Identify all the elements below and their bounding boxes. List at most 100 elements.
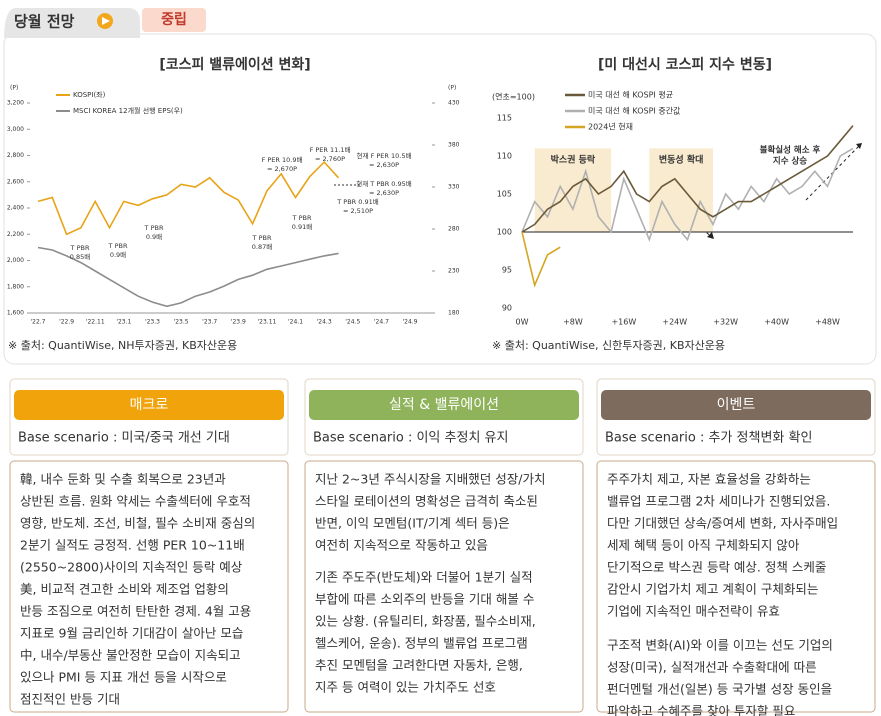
annotation: 불확실성 해소 후 — [760, 145, 821, 156]
card-text: 영향, 반도체. 조선, 비철, 필수 소비재 중심의 — [20, 516, 255, 531]
badge: 중립 — [161, 12, 187, 28]
y-tick-label: 90 — [502, 304, 512, 313]
y-tick-label: 2,400 — [7, 205, 24, 212]
annotation: = 2,510P — [343, 207, 373, 215]
y-tick-label: 105 — [497, 190, 512, 199]
series-line — [37, 246, 339, 308]
source: ※ 출처: QuantiWise, 신한투자증권, KB자산운용 — [492, 339, 725, 352]
card-text: 부합에 따른 소외주의 반등을 기대 해볼 수 — [315, 592, 534, 607]
card-text: 지표로 9월 금리인하 기대감이 살아난 모습 — [20, 626, 243, 641]
y-tick-label: 95 — [502, 266, 512, 275]
x-tick-label: '24.5 — [345, 319, 360, 326]
card-text: 상반된 흐름. 원화 약세는 수출섹터에 우호적 — [20, 494, 251, 509]
x-tick-label: '23.1 — [116, 319, 131, 326]
y2-tick-label: 380 — [448, 142, 460, 149]
card-text: 주주가치 제고, 자본 효율성을 강화하는 — [607, 472, 811, 487]
annotation: 현재 F PER 10.5배 — [357, 151, 412, 160]
annotation: 0.85배 — [70, 252, 90, 261]
y2-tick-label: 230 — [448, 268, 460, 275]
y-tick-label: 2,800 — [7, 152, 24, 159]
card-text: 반등 조짐으로 여전히 탄탄한 경제. 4월 고용 — [20, 604, 251, 619]
legend-label: MSCI KOREA 12개월 선행 EPS(우) — [73, 106, 183, 115]
annotation: 현재 T PBR 0.95배 — [356, 179, 411, 188]
card-title: 실적 & 밸류에이션 — [389, 397, 499, 413]
card-text: 세제 혜택 등이 아직 구체화되지 않아 — [607, 538, 800, 553]
annotation: T PBR — [144, 224, 164, 232]
series-line — [521, 125, 854, 233]
card-body — [304, 460, 584, 713]
annotation: = 2,760P — [315, 155, 345, 163]
legend-label: KOSPI(좌) — [73, 90, 106, 99]
x-tick-label: '24.9 — [402, 319, 417, 326]
card-text: 추진 모멘텀을 고려한다면 자동차, 은행, — [315, 658, 523, 673]
card-text: 中, 내수/부동산 불안정한 모습이 지속되고 — [20, 648, 241, 663]
x-tick-label: '23.7 — [202, 319, 217, 326]
card-text: 다만 기대했던 상속/증여세 변화, 자사주매입 — [607, 516, 838, 531]
annotation: T PBR — [292, 214, 312, 222]
annotation: 지수 상승 — [773, 156, 807, 167]
annotation: T PBR — [108, 242, 128, 250]
annotation: F PER 11.1배 — [310, 145, 351, 154]
card-text: 성장(미국), 실적개선과 수출확대에 따른 — [607, 660, 817, 675]
y-tick-label: 3,000 — [7, 126, 24, 133]
card-text: 2분기 실적도 긍정적. 선행 PER 10~11배 — [20, 538, 245, 553]
y2-tick-label: 430 — [448, 100, 460, 107]
arrow-head — [856, 143, 862, 149]
card-text: 스타일 로테이션의 명확성은 급격히 축소된 — [315, 494, 538, 509]
annotation: = 2,630P — [369, 161, 399, 169]
card-text: 지난 2~3년 주식시장을 지배했던 성장/가치 — [315, 472, 546, 487]
card-text: 밸류업 프로그램 2차 세미나가 진행되었음. — [607, 494, 830, 509]
y-tick-label: 2,200 — [7, 231, 24, 238]
x-tick-label: '22.7 — [30, 319, 45, 326]
y-tick-label: 110 — [497, 152, 512, 161]
card-text: 구조적 변화(AI)와 이를 이끄는 선도 기업의 — [607, 638, 833, 653]
y-tick-label: 2,000 — [7, 257, 24, 264]
y-tick-label: 3,200 — [7, 100, 24, 107]
x-tick-label: +32W — [713, 318, 738, 327]
card-pill — [309, 390, 579, 420]
card-text: 있는 상황. (유틸리티, 화장품, 필수소비재, — [315, 614, 536, 629]
card-scenario: Base scenario : 추가 정책변화 확인 — [605, 431, 812, 446]
card-scenario: Base scenario : 이익 추정치 유지 — [313, 431, 508, 446]
play-glyph — [102, 17, 110, 25]
card-body — [9, 460, 289, 713]
band — [534, 148, 612, 232]
annotation: F PER 10.9배 — [262, 155, 303, 164]
card-text: 韓, 내수 둔화 및 수출 회복으로 23년과 — [20, 472, 226, 487]
card-text: 있으나 PMI 등 지표 개선 등을 시작으로 — [20, 670, 227, 685]
x-tick-label: '22.9 — [59, 319, 74, 326]
tab-title: 당월 전망 — [14, 13, 75, 31]
y-tick-label: 115 — [497, 114, 512, 123]
annotation: 0.9배 — [146, 232, 162, 241]
x-tick-label: '23.3 — [145, 319, 160, 326]
source: ※ 출처: QuantiWise, NH투자증권, KB자산운용 — [8, 339, 237, 352]
x-tick-label: +24W — [662, 318, 687, 327]
card-pill — [14, 390, 284, 420]
x-tick-label: '24.7 — [374, 319, 389, 326]
x-tick-label: +8W — [563, 318, 583, 327]
legend-label: 미국 대선 해 KOSPI 평균 — [588, 90, 673, 100]
card-text: 기존 주도주(반도체)와 더불어 1분기 실적 — [315, 570, 533, 585]
card-body — [596, 460, 876, 713]
annotation: = 2,670P — [267, 165, 297, 173]
band — [649, 148, 713, 232]
card-text: 여전히 지속적으로 작동하고 있음 — [315, 538, 488, 553]
x-tick-label: '23.5 — [174, 319, 189, 326]
card-text: 기업에 지속적인 매수전략이 유효 — [607, 604, 780, 619]
card-text: (2550~2800)사이의 지속적인 등락 예상 — [20, 560, 243, 575]
card-text: 지주 등 여력이 있는 가치주도 선호 — [315, 680, 496, 695]
annotation: T PBR — [252, 234, 272, 242]
series-line — [521, 147, 854, 242]
annotation: 0.9배 — [110, 250, 126, 259]
card-text: 반면, 이익 모멘텀(IT/기계 섹터 등)은 — [315, 516, 510, 531]
badge-bg — [142, 8, 206, 32]
card-title: 매크로 — [130, 397, 169, 413]
annotation: = 2,630P — [369, 189, 399, 197]
y-axis-label: (연초=100) — [492, 93, 535, 102]
series-line — [37, 160, 340, 236]
card-text: 美, 비교적 견고한 소비와 제조업 업황의 — [20, 582, 229, 597]
y2-axis-label: (P) — [448, 85, 456, 92]
y-tick-label: 100 — [497, 228, 512, 237]
chart-title: [코스피 밸류에이션 변화] — [159, 56, 310, 73]
